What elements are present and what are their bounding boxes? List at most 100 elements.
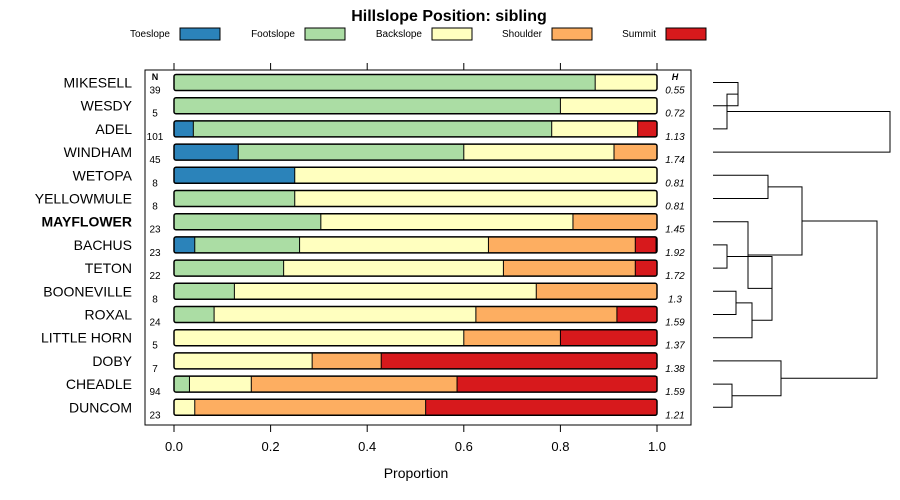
dendrogram-link	[748, 186, 803, 256]
bar-segment-footslope	[238, 144, 464, 161]
bar-outline	[173, 398, 658, 417]
bar-segment-backslope	[551, 120, 638, 137]
category-label: BACHUS	[74, 237, 132, 253]
dendrogram-link	[713, 111, 891, 153]
row-mikesell: MIKESELL 39 0.55	[64, 73, 685, 97]
n-value: 23	[149, 225, 161, 236]
h-value: 1.74	[665, 155, 685, 166]
bar-outline	[173, 73, 658, 92]
bar-segment-footslope	[174, 190, 295, 207]
category-label: DOBY	[92, 353, 132, 369]
category-label: YELLOWMULE	[35, 191, 132, 207]
x-axis-label: Proportion	[384, 465, 449, 481]
bar-segment-backslope	[174, 399, 195, 416]
category-label: ROXAL	[85, 307, 133, 323]
h-value: 1.45	[665, 225, 685, 236]
category-label: MAYFLOWER	[42, 214, 132, 230]
n-value: 22	[149, 271, 161, 282]
bar-outline	[173, 189, 658, 208]
bar-segment-backslope	[299, 236, 489, 253]
h-value: 1.37	[665, 341, 685, 352]
legend-swatch-footslope	[304, 27, 346, 41]
row-little-horn: LITTLE HORN 5 1.37	[41, 328, 685, 352]
legend-label-shoulder: Shoulder	[502, 29, 543, 40]
bar-outline	[173, 120, 658, 138]
bar-segment-shoulder	[475, 306, 617, 323]
row-booneville: BOONEVILLE 8 1.3	[43, 282, 682, 305]
bar-segment-summit	[425, 399, 657, 416]
row-yellowmule: YELLOWMULE 8 0.81	[35, 189, 685, 213]
legend-swatch-summit	[665, 27, 707, 41]
bar-segment-shoulder	[503, 260, 636, 277]
n-value: 23	[149, 410, 161, 421]
x-tick-label: 0.6	[455, 439, 473, 454]
h-value: 1.21	[665, 410, 684, 421]
x-axis: 0.0 0.2 0.4 0.6 0.8 1.0	[165, 425, 666, 454]
n-value: 23	[149, 248, 161, 259]
dendrogram-link	[713, 290, 737, 315]
legend-swatch-toeslope	[179, 27, 221, 41]
bar-segment-footslope	[174, 260, 284, 277]
dendrogram-link	[713, 244, 728, 269]
bar-outline	[173, 352, 658, 370]
bar-segment-backslope	[283, 260, 504, 277]
row-wesdy: WESDY 5 0.72	[81, 96, 685, 120]
row-windham: WINDHAM 45 1.74	[64, 143, 685, 166]
n-value: 24	[149, 318, 161, 329]
bar-outline	[173, 96, 658, 115]
category-label: TETON	[85, 260, 132, 276]
n-value: 7	[152, 364, 158, 375]
n-value: 8	[152, 294, 158, 305]
row-doby: DOBY 7 1.38	[92, 352, 685, 375]
bar-outline	[173, 328, 658, 347]
bar-segment-backslope	[174, 352, 313, 369]
legend-label-summit: Summit	[622, 29, 656, 40]
dendrogram-link	[713, 174, 769, 199]
x-tick-label: 0.8	[551, 439, 569, 454]
bar-segment-footslope	[174, 97, 561, 114]
dendrogram	[713, 82, 891, 408]
dendrogram-link	[713, 302, 753, 339]
h-value: 1.72	[665, 271, 685, 282]
bar-segment-toeslope	[174, 120, 194, 137]
n-column-header: N	[152, 72, 159, 82]
n-value: 5	[152, 109, 158, 120]
bar-segment-backslope	[294, 167, 657, 184]
n-value: 94	[149, 387, 161, 398]
bar-segment-toeslope	[174, 167, 295, 184]
row-wetopa: WETOPA 8 0.81	[73, 166, 685, 189]
h-value: 0.81	[665, 178, 684, 189]
row-duncom: DUNCOM 23 1.21	[69, 398, 685, 421]
legend-swatch-shoulder	[551, 27, 593, 41]
bar-segment-shoulder	[572, 213, 657, 230]
bar-segment-shoulder	[194, 399, 426, 416]
category-label: WETOPA	[73, 167, 133, 183]
bar-outline	[173, 375, 658, 393]
legend-label-toeslope: Toeslope	[130, 29, 170, 40]
row-mayflower: MAYFLOWER 23 1.45	[42, 212, 685, 236]
h-value: 1.59	[665, 387, 685, 398]
category-label: MIKESELL	[64, 75, 133, 91]
n-value: 8	[152, 202, 158, 213]
h-value: 0.81	[665, 202, 684, 213]
x-tick-label: 1.0	[648, 439, 666, 454]
n-value: 45	[149, 155, 161, 166]
bar-segment-footslope	[194, 236, 300, 253]
bar-segment-shoulder	[312, 352, 382, 369]
dendrogram-link	[781, 220, 878, 379]
legend: Toeslope Footslope Backslope Shoulder Summit	[130, 27, 707, 41]
top-axis-ticks	[173, 63, 658, 70]
bar-outline	[173, 143, 658, 161]
x-tick-label: 0.4	[358, 439, 376, 454]
h-value: 1.38	[665, 364, 685, 375]
bar-segment-summit	[381, 352, 657, 369]
chart-title: Hillslope Position: sibling	[351, 8, 547, 25]
bar-segment-footslope	[193, 120, 552, 137]
bar-segment-backslope	[560, 97, 657, 114]
x-tick-label: 0.0	[165, 439, 183, 454]
bar-segment-shoulder	[536, 283, 657, 300]
n-value: 8	[152, 178, 158, 189]
bar-segment-backslope	[174, 329, 464, 346]
